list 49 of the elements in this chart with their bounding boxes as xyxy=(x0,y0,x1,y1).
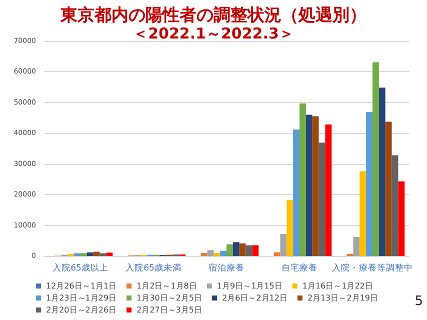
bar xyxy=(286,200,294,256)
text: 5 xyxy=(414,294,424,309)
x-tick-label: 入院・療養等調整中 xyxy=(332,262,413,274)
bar xyxy=(200,252,208,256)
bar xyxy=(280,234,287,256)
legend-label: 2月20日～2月26日 xyxy=(46,306,117,314)
bar xyxy=(106,252,113,256)
bar xyxy=(252,245,259,256)
bar xyxy=(325,124,332,256)
legend-label: 12月26日～1月1日 xyxy=(46,282,117,290)
legend-label: 2月27日～3月5日 xyxy=(136,306,202,314)
bar xyxy=(392,155,398,256)
x-tick-label: 宿泊療養 xyxy=(208,262,244,274)
bar xyxy=(226,244,233,256)
bar xyxy=(86,252,94,256)
bar xyxy=(239,243,246,256)
bar xyxy=(312,116,319,256)
bar xyxy=(318,142,326,256)
bar xyxy=(372,62,379,256)
legend-label: 2月13日～2月19日 xyxy=(307,294,378,302)
bar xyxy=(214,252,220,256)
bar xyxy=(293,129,300,256)
x-tick-label: 自宅療養 xyxy=(282,262,318,274)
bar xyxy=(366,112,372,256)
bar xyxy=(74,253,80,256)
legend-label: 1月23日～1月29日 xyxy=(46,294,117,302)
bar xyxy=(207,250,214,256)
chart-subtitle: ＜2022.1～2022.3＞ xyxy=(133,24,294,42)
legend-label: 2月6日～2月12日 xyxy=(222,294,288,302)
legend-label: 1月2日～1月8日 xyxy=(136,282,197,290)
bar xyxy=(80,253,87,256)
bar xyxy=(385,122,392,256)
bar xyxy=(220,250,226,256)
bar xyxy=(246,245,252,256)
bar xyxy=(232,242,240,256)
bar xyxy=(100,253,106,256)
bar xyxy=(93,252,100,256)
bar xyxy=(398,181,405,256)
legend-label: 1月16日～1月22日 xyxy=(302,282,373,290)
x-tick-label: 入院65歳以上 xyxy=(52,262,108,274)
bar xyxy=(306,114,312,256)
bar xyxy=(353,236,360,256)
chart-title: 東京都内の陽性者の調整状況（処遇別） xyxy=(60,6,366,26)
bar xyxy=(378,88,386,256)
legend-label: 1月9日～1月15日 xyxy=(216,282,282,290)
bar xyxy=(360,171,366,256)
x-tick-label: 入院65歳未満 xyxy=(126,262,182,274)
bar xyxy=(300,103,306,256)
legend-label: 1月30日～2月5日 xyxy=(136,294,202,302)
